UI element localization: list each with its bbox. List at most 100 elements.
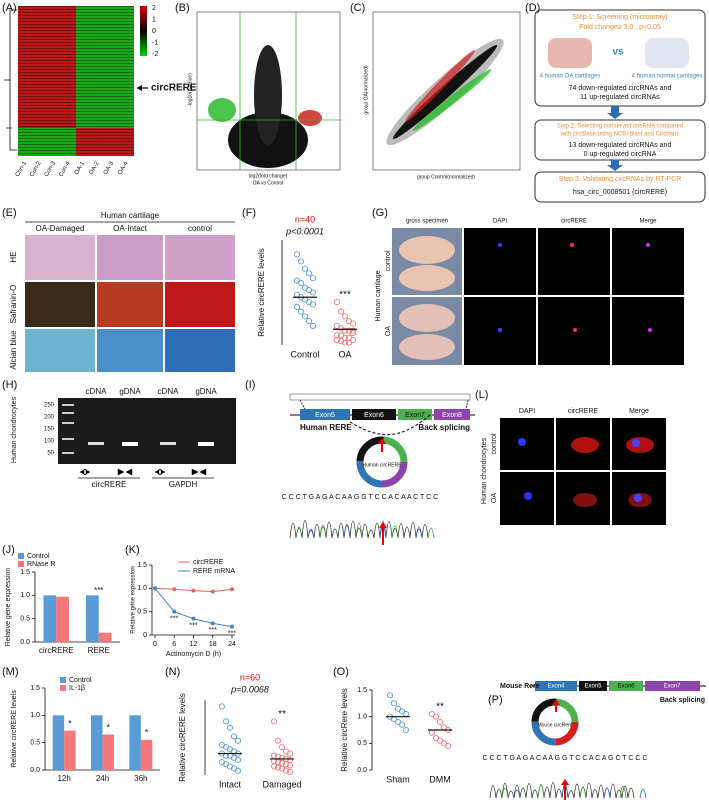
- bar: [52, 715, 65, 770]
- significance: *: [68, 718, 72, 728]
- vs-label: vs: [612, 47, 624, 58]
- column-label: Merge: [639, 219, 657, 225]
- axis-label: OA vs Control: [253, 180, 284, 186]
- panel-label: (J): [2, 544, 15, 556]
- row-label: OA: [385, 326, 392, 336]
- point: [386, 692, 394, 699]
- x-tick-label: 0: [153, 641, 157, 648]
- side-label: Human chondrocytes: [11, 396, 18, 463]
- point: [153, 586, 157, 591]
- colorbar-tick: 2: [152, 5, 156, 12]
- point: [274, 764, 282, 771]
- point: [305, 318, 313, 325]
- y-tick-label: 0.5: [20, 616, 30, 623]
- significance: ***: [228, 630, 236, 637]
- gel: [58, 398, 236, 479]
- fluorescence-images: [392, 228, 684, 365]
- sample-label: Con-3: [44, 160, 58, 178]
- point: [337, 338, 345, 345]
- lane-label: cDNA: [158, 387, 180, 396]
- x-tick-label: 36h: [134, 774, 147, 783]
- column-label: circRERE: [568, 408, 599, 415]
- x-tick-label: 12h: [57, 774, 70, 783]
- line: [154, 588, 233, 628]
- point: [218, 703, 226, 710]
- point: [230, 587, 234, 592]
- row-label: HE: [9, 251, 18, 262]
- axis-label: Relative circRERE levels: [178, 693, 187, 781]
- x-tick-label: 6: [172, 641, 176, 648]
- splicing-diagram: [489, 681, 706, 800]
- row-label: control: [385, 250, 392, 271]
- x-tick-label: Damaged: [262, 779, 301, 789]
- step-criteria: Fold change≥ 3.0 , p<0.05: [579, 24, 661, 31]
- point: [297, 279, 305, 287]
- exon-label: Exon8: [442, 412, 462, 419]
- point: [230, 624, 234, 629]
- sample-label: OA-2: [88, 160, 101, 176]
- fluorescence-images: [500, 418, 666, 525]
- significance: ***: [189, 623, 197, 630]
- panel-label: (B): [175, 2, 190, 14]
- title: Human cartilage: [101, 211, 160, 220]
- axis-label: Relative gene expression: [5, 568, 12, 647]
- row-label: control: [491, 433, 498, 454]
- y-tick-label: 0.0: [20, 639, 30, 646]
- y-tick-label: 0.0: [357, 767, 367, 774]
- point: [210, 621, 215, 626]
- bar: [129, 715, 141, 770]
- legend-label: RNase R: [27, 561, 55, 568]
- point: [274, 737, 282, 744]
- axis-label: Relative circRERE levels: [257, 248, 266, 336]
- point: [230, 733, 238, 740]
- row-label: Safranin-O: [9, 285, 18, 324]
- circ-label: Human circRERE: [362, 462, 402, 468]
- point: [333, 337, 341, 344]
- sample-label: Con-1: [15, 160, 29, 178]
- group-label: GAPDH: [169, 480, 198, 489]
- sequence: C C C T G A G A C A A G G T C C A C A G …: [483, 755, 648, 762]
- panel-label: (N): [165, 666, 180, 678]
- significance: ***: [94, 586, 103, 595]
- sample-label: OA-4: [117, 160, 130, 176]
- y-tick-label: 1.0: [30, 712, 40, 719]
- point: [210, 589, 215, 594]
- x-tick-label: Intact: [219, 779, 242, 789]
- bar: [98, 632, 112, 642]
- panel-label: (E): [2, 207, 17, 219]
- column-label: DAPI: [493, 219, 507, 225]
- step-result: 13 down-regulated circRNAs and: [569, 142, 672, 149]
- row-label: OA: [491, 493, 498, 503]
- panel-label: (C): [350, 2, 365, 14]
- point: [301, 265, 309, 272]
- annotation: circRERE: [151, 83, 197, 94]
- column-label: control: [188, 224, 212, 233]
- point: [270, 763, 278, 770]
- exon-label: Exon6: [364, 412, 384, 419]
- circ-label: Mouse circRere: [537, 722, 572, 728]
- gene-label: Mouse Rere: [500, 683, 540, 690]
- x-tick-label: 18: [209, 641, 217, 648]
- axis-label: Relative circRERE levels: [11, 690, 18, 768]
- bar: [43, 595, 57, 642]
- panel-label: (G): [372, 207, 388, 219]
- point: [341, 313, 349, 320]
- p-value: p=0.0068: [230, 684, 269, 694]
- exon-label: Exon5: [315, 412, 335, 419]
- bar: [64, 730, 76, 770]
- y-tick-label: 1.5: [20, 569, 30, 576]
- x-tick-label: Control: [290, 349, 319, 359]
- point: [282, 767, 290, 774]
- colorbar-tick: -1: [152, 39, 158, 46]
- sample-size: n=40: [295, 214, 315, 224]
- column-label: circRERE: [561, 219, 587, 225]
- y-tick-label: 1.5: [30, 685, 40, 692]
- step-title: Step 3: Validating circRNAs by RT-PCR: [559, 176, 682, 183]
- lane-label: gDNA: [119, 387, 141, 396]
- column-label: OA-Damaged: [36, 224, 85, 233]
- point: [301, 313, 309, 320]
- side-label: Human cartilage: [375, 270, 382, 321]
- ladder-label: 200: [44, 415, 55, 421]
- ladder-label: 150: [44, 427, 55, 433]
- y-tick-label: 1.5: [137, 562, 147, 569]
